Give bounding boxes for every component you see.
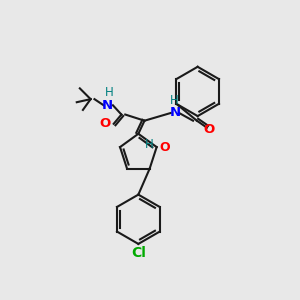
- Text: O: O: [204, 123, 215, 136]
- Text: O: O: [160, 141, 170, 154]
- Text: H: H: [105, 86, 113, 99]
- Text: H: H: [145, 138, 153, 151]
- Text: N: N: [170, 106, 181, 119]
- Text: H: H: [169, 94, 178, 107]
- Text: N: N: [102, 99, 113, 112]
- Text: Cl: Cl: [131, 246, 146, 260]
- Text: O: O: [99, 117, 111, 130]
